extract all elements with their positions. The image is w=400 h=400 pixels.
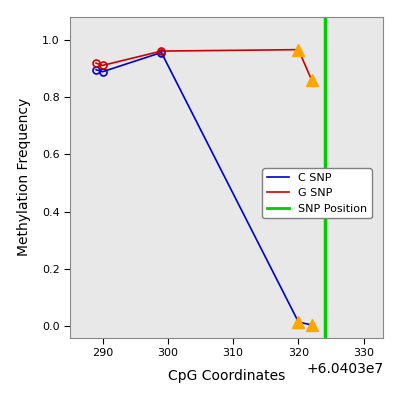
Legend: C SNP, G SNP, SNP Position: C SNP, G SNP, SNP Position xyxy=(262,168,372,218)
Y-axis label: Methylation Frequency: Methylation Frequency xyxy=(17,98,31,256)
X-axis label: CpG Coordinates: CpG Coordinates xyxy=(168,369,285,383)
